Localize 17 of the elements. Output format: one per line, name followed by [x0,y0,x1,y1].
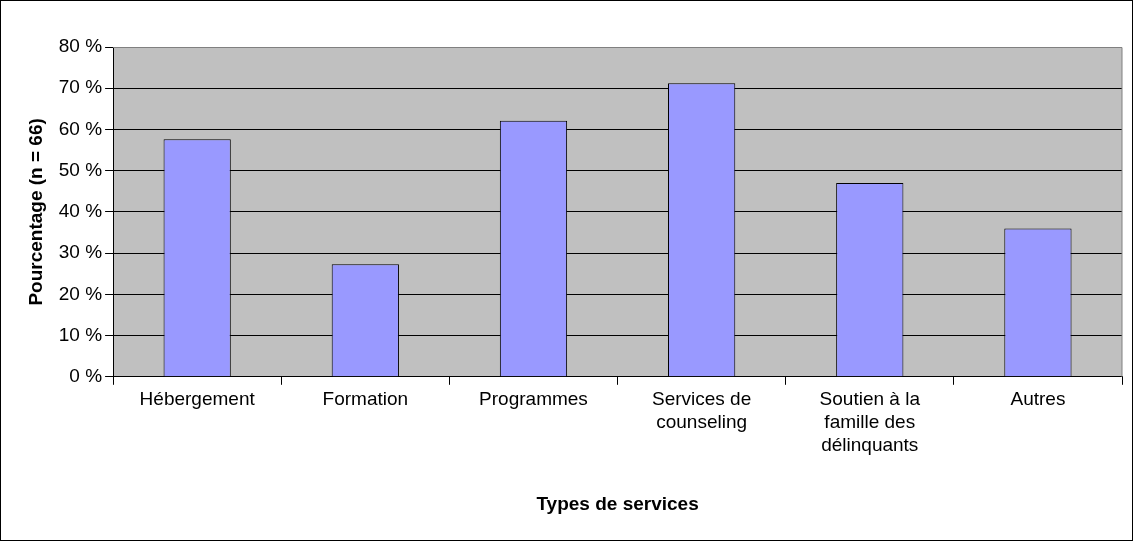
y-tick-label: 50 % [58,158,103,180]
x-tick-label: Services de counseling [651,388,752,433]
x-axis-title: Types de services [536,492,699,514]
y-tick-label: 60 % [58,117,103,139]
y-tick-label: 40 % [58,200,103,222]
x-tick-label: Soutien à la famille des délinquants [819,388,921,456]
y-tick-label: 80 % [58,35,103,57]
y-tick-label: 10 % [58,323,103,345]
x-tick-label: Formation [322,388,409,410]
x-tick-label: Programmes [479,388,588,410]
x-tick-label: Hébergement [139,388,256,410]
y-axis-title: Pourcentage (n = 66) [24,118,46,306]
y-tick-label: 70 % [58,76,103,98]
y-tick-label: 0 % [69,365,103,387]
y-tick-label: 20 % [58,282,103,304]
x-tick-label: Autres [1010,388,1066,410]
y-tick-label: 30 % [58,241,103,263]
